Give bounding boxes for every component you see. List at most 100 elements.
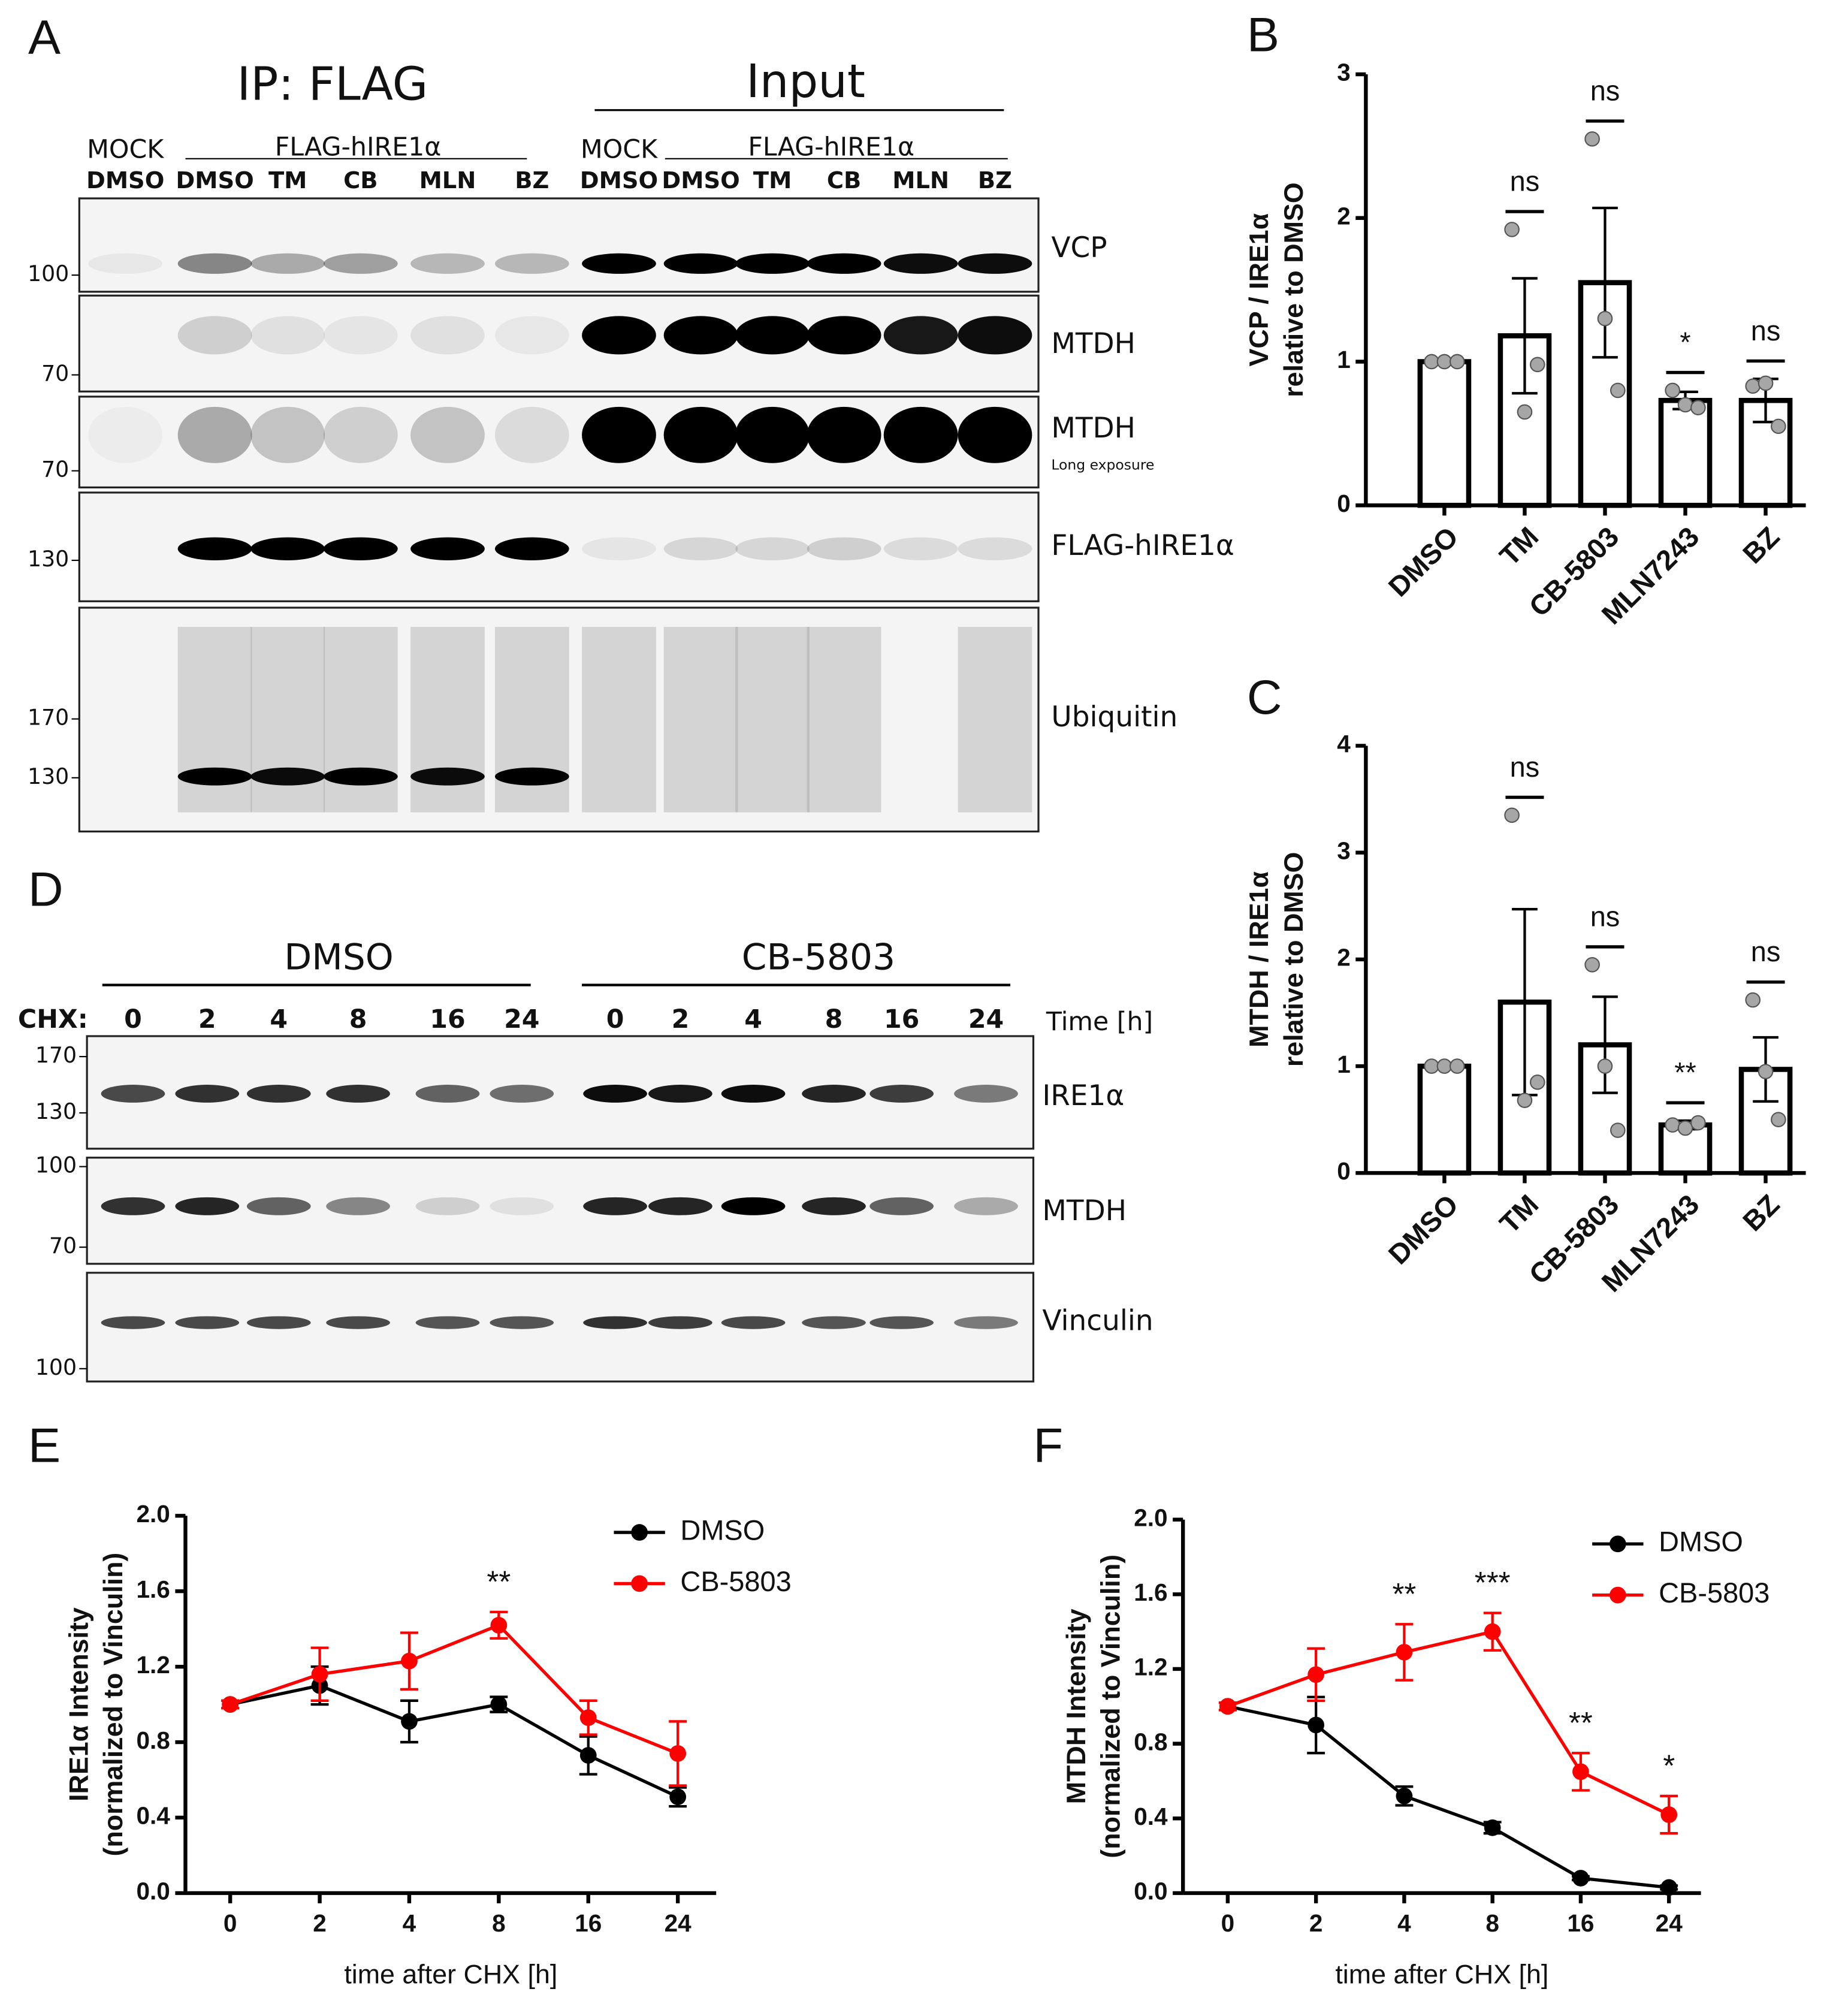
band	[175, 1197, 240, 1215]
series-line	[1227, 1629, 1670, 1816]
data-point	[311, 1665, 328, 1683]
data-point	[579, 1709, 597, 1727]
y-tick-label: 1.2	[136, 1651, 170, 1679]
panel-label: E	[28, 1419, 61, 1473]
band	[410, 537, 485, 561]
mw-marker: 130	[28, 546, 69, 572]
band	[415, 1316, 480, 1329]
legend-label: DMSO	[680, 1514, 765, 1546]
group-label: CB-5803	[742, 937, 895, 978]
mock-label: MOCK	[581, 135, 658, 165]
band	[410, 767, 485, 786]
data-point	[1424, 1058, 1439, 1074]
band	[490, 1085, 554, 1103]
panel-label: B	[1247, 8, 1279, 62]
data-point	[579, 1747, 597, 1764]
band	[721, 1316, 786, 1329]
y-tick-label: 3	[1337, 837, 1351, 864]
band	[326, 1085, 390, 1103]
y-tick-label: 1.2	[1134, 1653, 1167, 1681]
row-label: MTDH	[1051, 327, 1136, 360]
mw-marker: 130	[35, 1098, 77, 1124]
band	[323, 767, 398, 786]
mw-marker: 170	[35, 1042, 77, 1068]
panel-label: A	[28, 11, 61, 65]
band	[323, 537, 398, 561]
x-tick-label: 4	[403, 1909, 416, 1937]
data-point	[1436, 354, 1453, 370]
time-label: 2	[198, 1004, 216, 1034]
group-label: DMSO	[284, 937, 394, 978]
smear	[663, 626, 738, 813]
band	[323, 406, 398, 463]
band	[175, 1316, 240, 1329]
band	[802, 1085, 866, 1103]
significance: ns	[1510, 165, 1540, 197]
lane-label: DMSO	[580, 167, 658, 194]
data-point	[1758, 375, 1774, 391]
y-tick-label: 1.6	[1134, 1579, 1167, 1606]
data-point	[1449, 354, 1465, 370]
bar	[1658, 397, 1713, 508]
time-label: 24	[968, 1004, 1004, 1034]
band	[101, 1197, 165, 1215]
band	[177, 537, 252, 561]
legend-label: CB-5803	[1659, 1577, 1770, 1608]
blot-panel	[86, 1035, 1035, 1150]
band	[869, 1085, 934, 1103]
band	[490, 1197, 554, 1215]
band	[494, 537, 569, 561]
data-point	[1449, 1058, 1465, 1074]
data-point	[1572, 1870, 1589, 1887]
band	[958, 316, 1032, 355]
bar	[1417, 1063, 1472, 1176]
band	[246, 1316, 311, 1329]
band	[177, 767, 252, 786]
band	[250, 537, 325, 561]
band	[88, 253, 163, 274]
data-point	[1690, 400, 1706, 416]
time-label: 16	[884, 1004, 919, 1034]
y-axis-label: (normalized to Vinculin)	[1096, 1555, 1126, 1858]
band	[648, 1316, 712, 1329]
data-point	[1436, 1058, 1453, 1074]
band	[807, 406, 881, 463]
smear	[735, 626, 810, 813]
lane-label: CB	[343, 167, 378, 194]
data-point	[1690, 1115, 1706, 1131]
blot-panel	[78, 197, 1040, 293]
band	[735, 316, 810, 355]
legend-label: CB-5803	[680, 1565, 791, 1597]
band	[663, 406, 738, 463]
band	[721, 1085, 786, 1103]
significance: ns	[1751, 315, 1781, 346]
data-point	[1504, 222, 1520, 237]
blot-panel	[78, 294, 1040, 393]
time-label: 0	[124, 1004, 142, 1034]
band	[177, 253, 252, 274]
data-point	[1396, 1787, 1413, 1804]
data-point	[1529, 357, 1545, 373]
y-tick-label: 2.0	[1134, 1504, 1167, 1531]
x-tick-label: 8	[492, 1909, 506, 1937]
mw-marker: 70	[49, 1233, 77, 1259]
smear	[582, 626, 656, 813]
data-point	[222, 1696, 239, 1713]
legend-marker	[1609, 1535, 1626, 1553]
band	[648, 1197, 712, 1215]
bar	[1417, 359, 1472, 508]
data-point	[1584, 131, 1600, 147]
y-tick-label: 0	[1337, 490, 1351, 517]
time-label: 2	[672, 1004, 690, 1034]
mw-marker: 70	[41, 457, 69, 482]
time-label: 16	[430, 1004, 465, 1034]
time-label: 4	[270, 1004, 288, 1034]
time-prefix: CHX:	[18, 1004, 88, 1034]
band	[582, 316, 656, 355]
blot-panel	[86, 1272, 1035, 1383]
band	[735, 406, 810, 463]
band	[883, 253, 958, 274]
data-point	[1660, 1879, 1678, 1896]
